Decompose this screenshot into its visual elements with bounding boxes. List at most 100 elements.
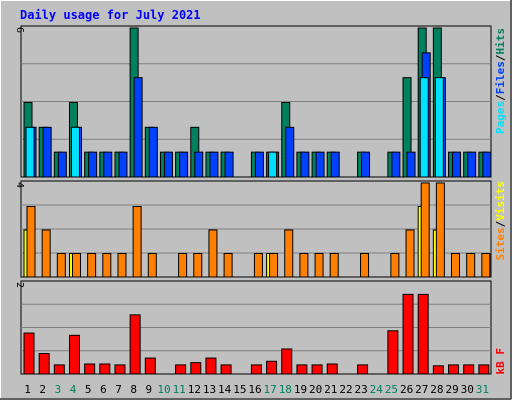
y-max-label: 4 [14,182,25,188]
x-tick-label: 13 [203,383,216,396]
files-bar [315,151,325,178]
sites-bar [360,253,370,278]
sites-bar [284,229,294,278]
files-bar [254,151,264,178]
legend: Sites/Visits [494,181,507,261]
files-bar [148,126,158,178]
files-bar [42,126,52,178]
files-bar [179,151,189,178]
sites-bar [102,253,112,278]
x-tick-label: 23 [355,383,368,396]
kbytes-bar [144,357,156,375]
x-tick-label: 12 [188,383,201,396]
x-tick-label: 7 [115,383,122,396]
pages-bar [70,126,80,178]
x-tick-label: 1 [24,383,31,396]
pages-bar [25,126,35,178]
sites-bar [269,253,279,278]
sites-bar [451,253,461,278]
kbytes-bar [402,293,414,375]
files-bar [467,151,477,178]
files-bar [361,151,371,178]
kbytes-bar [478,364,490,375]
sites-bar [481,253,491,278]
sites-bar [41,229,51,278]
files-bar [300,151,310,178]
kbytes-bar [357,364,369,375]
kbytes-bar [190,362,202,375]
kbytes-bar [387,330,399,375]
legend-separator: / [494,220,507,227]
x-tick-label: 20 [309,383,322,396]
files-bar [88,151,98,178]
files-bar [103,151,113,178]
kbytes-bar [463,364,475,375]
sites-bar [223,253,233,278]
kbytes-bar [84,363,96,375]
legend-separator: / [494,54,507,61]
x-tick-label: 21 [324,383,337,396]
kbytes-bar [114,364,126,375]
files-bar [330,151,340,178]
legend-separator: / [494,94,507,101]
kbytes-bar [326,363,338,375]
legend-pages: Pages [494,101,507,134]
sites-bar [420,182,430,278]
x-tick-label: 9 [146,383,153,396]
kbytes-bar [266,360,278,375]
kbytes-bar [220,364,232,375]
pages-bar [434,77,444,178]
legend-files: Files [494,61,507,94]
sites-bar [87,253,97,278]
sites-bar [466,253,476,278]
kbytes-bar [38,353,50,375]
legend-kb-f: kB F [494,348,507,375]
x-tick-label: 31 [476,383,489,396]
kbytes-bar [205,357,217,375]
kbytes-bar [175,364,187,375]
kbytes-bar [296,364,308,375]
kbytes-bar [311,364,323,375]
files-bar [194,151,204,178]
x-tick-label: 28 [430,383,443,396]
x-tick-label: 17 [264,383,277,396]
files-bar [209,151,219,178]
sites-bar [435,182,445,278]
y-max-label: 6 [14,27,25,33]
legend: kB F [494,348,507,375]
x-tick-label: 5 [85,383,92,396]
kbytes-bar [129,314,141,375]
x-tick-label: 22 [339,383,352,396]
files-bar [118,151,128,178]
kbytes-bar [448,364,460,375]
sites-bar [208,229,218,278]
kbytes-bar [417,293,429,375]
files-bar [452,151,462,178]
x-tick-label: 18 [279,383,292,396]
sites-bar [178,253,188,278]
x-tick-label: 24 [370,383,384,396]
sites-bar [56,253,66,278]
legend: Pages/Files/Hits [494,28,507,134]
kbytes-bar [281,348,293,375]
x-tick-label: 30 [461,383,474,396]
x-tick-label: 2 [39,383,46,396]
sites-bar [132,206,142,278]
files-bar [57,151,67,178]
x-tick-label: 10 [157,383,170,396]
files-bar [406,151,416,178]
x-tick-label: 8 [130,383,137,396]
files-bar [391,151,401,178]
x-tick-label: 29 [445,383,458,396]
sites-bar [193,253,203,278]
x-tick-label: 16 [248,383,261,396]
x-tick-label: 19 [294,383,307,396]
kbytes-bar [53,364,65,375]
legend-visits: Visits [494,181,507,221]
x-tick-label: 15 [233,383,246,396]
sites-bar [26,206,36,278]
sites-bar [299,253,309,278]
x-tick-label: 4 [70,383,77,396]
y-max-label: 2 [14,282,25,288]
